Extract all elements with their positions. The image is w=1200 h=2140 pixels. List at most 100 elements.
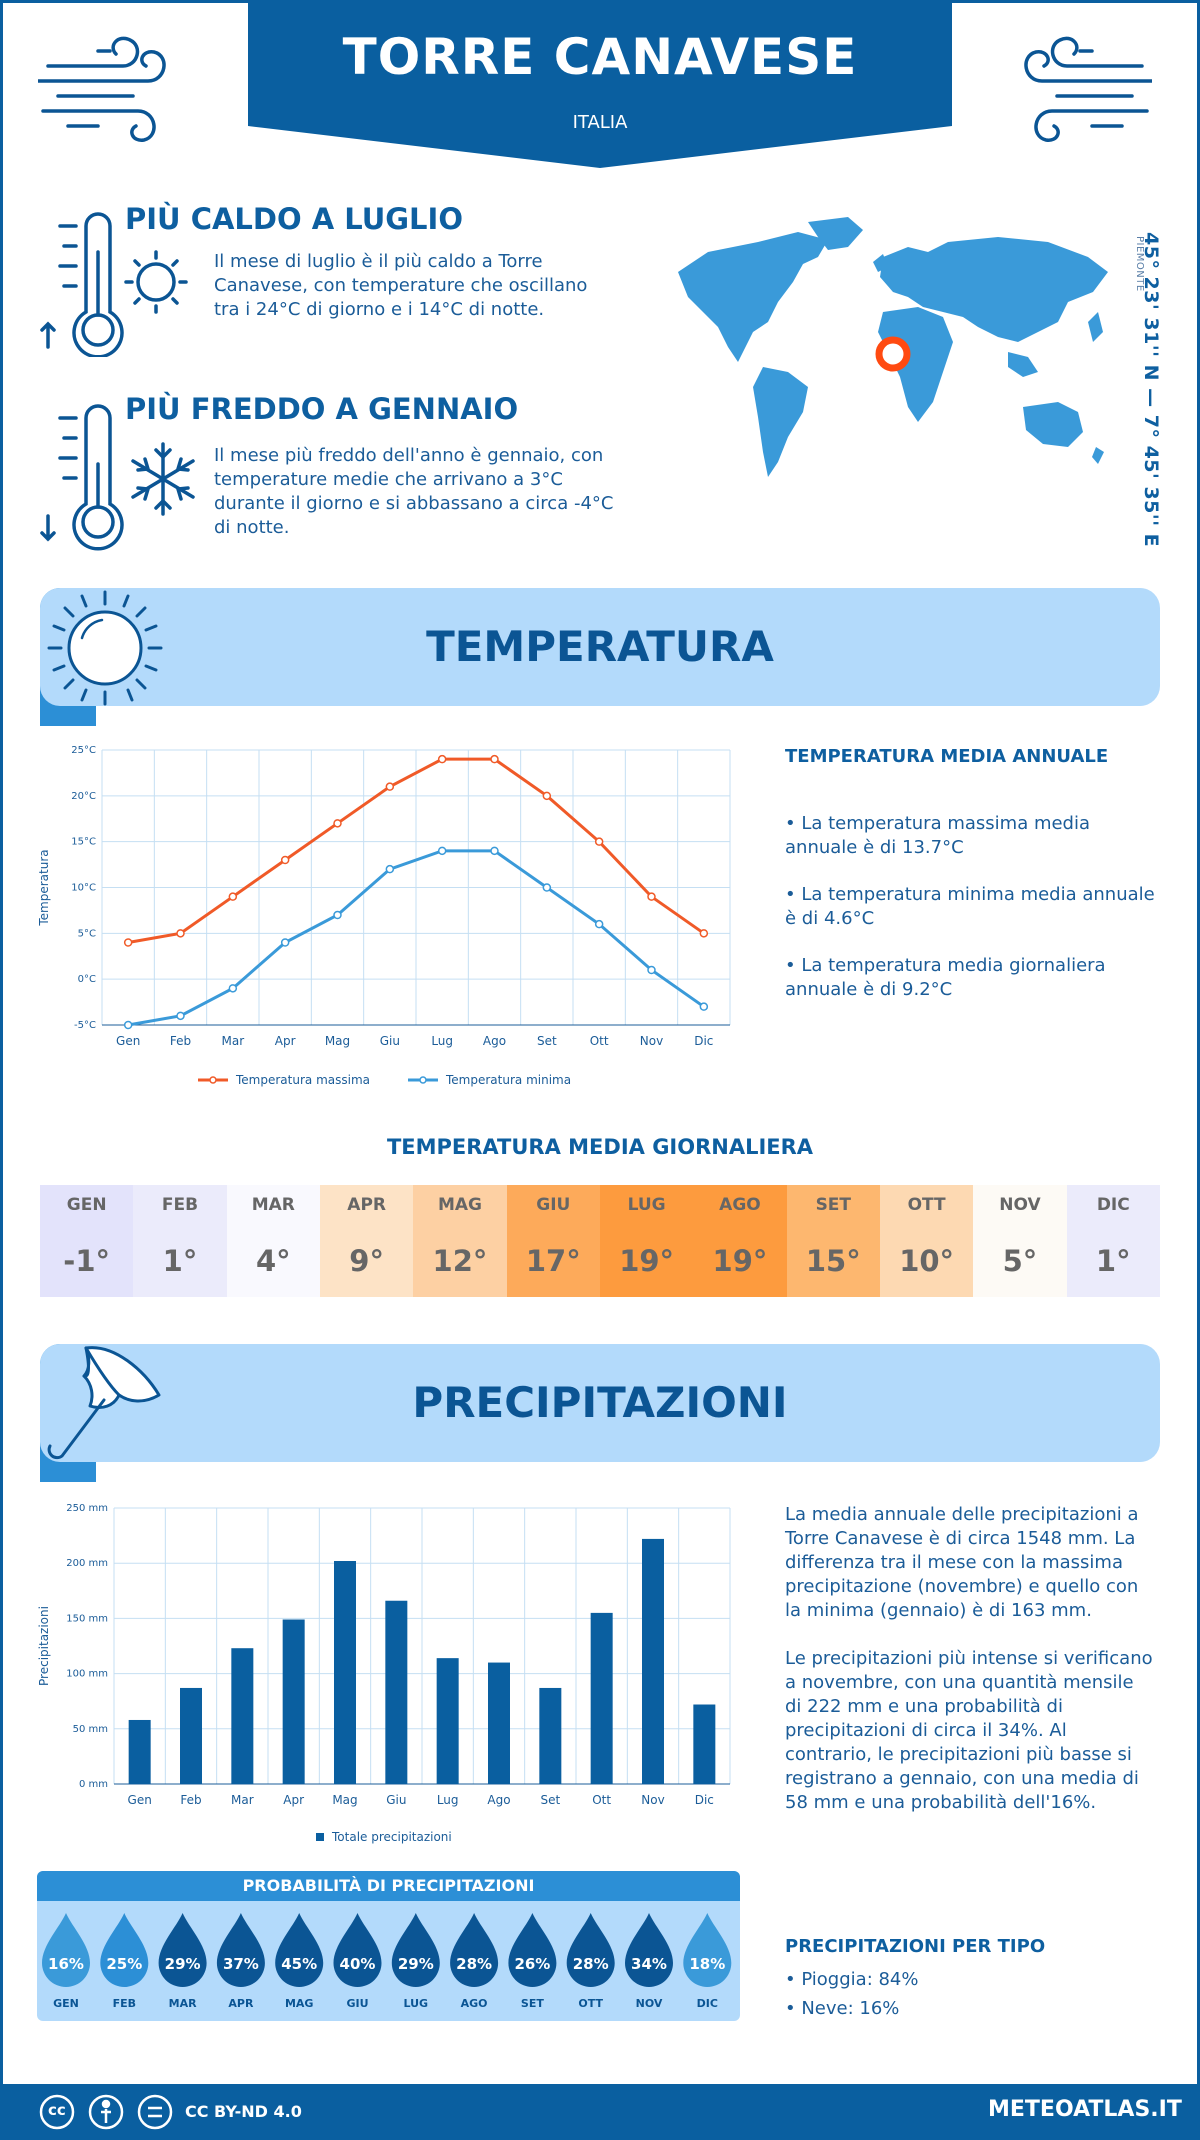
daily-temp-cell: GIU 17° xyxy=(506,1185,600,1297)
x-tick-label: Set xyxy=(537,1034,557,1048)
daily-temp-cell: MAR 4° xyxy=(226,1185,320,1297)
data-point xyxy=(699,1002,709,1011)
legend-label: Totale precipitazioni xyxy=(331,1830,452,1844)
data-point xyxy=(542,791,552,801)
data-point xyxy=(228,892,238,901)
data-point xyxy=(333,819,342,828)
x-tick-label: Lug xyxy=(437,1793,459,1807)
x-tick-label: Mag xyxy=(332,1793,357,1807)
data-point xyxy=(437,754,447,764)
rain-drop-icon xyxy=(42,1913,90,1987)
probability-month: MAR xyxy=(169,1997,197,2010)
rain-drop-icon xyxy=(158,1913,207,1987)
daily-temp-month: DIC xyxy=(1096,1195,1130,1215)
legend-marker xyxy=(209,1076,217,1084)
thermometer-hot-icon xyxy=(40,212,188,357)
data-point xyxy=(699,929,709,938)
y-tick-label: 0°C xyxy=(78,974,96,985)
temp-grid xyxy=(101,749,731,1026)
daily-temp-value: 9° xyxy=(349,1244,384,1278)
daily-temp-value: -1° xyxy=(63,1244,111,1278)
y-tick-label: 50 mm xyxy=(73,1724,108,1735)
data-point xyxy=(385,782,395,791)
brand-link[interactable]: METEOATLAS.IT xyxy=(988,2097,1182,2122)
daily-temp-month: MAR xyxy=(251,1195,295,1215)
x-tick-label: Nov xyxy=(641,1793,664,1807)
daily-temp-cell: OTT 10° xyxy=(879,1185,974,1297)
x-tick-label: Nov xyxy=(640,1034,663,1048)
y-tick-label: 20°C xyxy=(71,791,96,802)
thermometer-cold-icon xyxy=(40,404,195,551)
data-point xyxy=(542,883,552,892)
daily-temp-value: 4° xyxy=(255,1244,291,1278)
y-tick-label: -5°C xyxy=(74,1020,96,1031)
umbrella-icon xyxy=(47,1346,161,1460)
x-tick-label: Mar xyxy=(222,1034,245,1048)
probability-month: MAG xyxy=(285,1997,314,2010)
y-tick-label: 150 mm xyxy=(66,1613,108,1624)
rain-drop-icon xyxy=(566,1913,615,1987)
legend-label: Temperatura minima xyxy=(445,1073,571,1087)
rain-drop-icon xyxy=(391,1913,440,1987)
x-tick-label: Giu xyxy=(386,1793,406,1807)
probability-month: DIC xyxy=(697,1997,718,2010)
daily-temp-cell: LUG 19° xyxy=(599,1185,694,1297)
probability-month: GEN xyxy=(53,1997,79,2010)
daily-temp-value: 19° xyxy=(619,1244,675,1278)
series-line xyxy=(127,849,705,1027)
precipitation-title: PRECIPITAZIONI xyxy=(412,1378,788,1427)
y-tick-label: 25°C xyxy=(71,745,96,756)
probability-month: LUG xyxy=(404,1997,429,2010)
probability-value: 28% xyxy=(573,1955,609,1973)
y-axis-label: Precipitazioni xyxy=(37,1606,51,1686)
world-map xyxy=(678,217,1108,477)
annual-temp-title: TEMPERATURA MEDIA ANNUALE xyxy=(785,746,1109,767)
data-point xyxy=(123,1020,133,1030)
rain-drop-icon xyxy=(216,1913,265,1987)
daily-temp-value: 12° xyxy=(432,1244,488,1278)
header-banner xyxy=(248,0,952,168)
daily-temp-month: OTT xyxy=(907,1195,946,1215)
precipitation-banner xyxy=(40,1344,1160,1462)
data-point xyxy=(647,892,656,901)
daily-temp-month: NOV xyxy=(999,1195,1041,1215)
temperature-banner xyxy=(40,588,1160,706)
legend-label: Temperatura massima xyxy=(235,1073,370,1087)
probability-value: 34% xyxy=(631,1955,667,1973)
x-tick-label: Giu xyxy=(380,1034,400,1048)
precip-bar xyxy=(334,1560,356,1784)
x-tick-label: Mag xyxy=(325,1034,350,1048)
series-line xyxy=(127,757,705,944)
daily-temp-value: 1° xyxy=(1095,1244,1131,1278)
hottest-title: PIÙ CALDO A LUGLIO xyxy=(125,202,463,236)
probability-value: 29% xyxy=(398,1955,434,1973)
country-name: ITALIA xyxy=(572,112,628,133)
daily-temp-table: GEN -1° FEB 1° MAR 4° APR 9° MAG 12° GIU 17° LUG 19° A… xyxy=(40,1185,1160,1297)
rain-drop-icon xyxy=(683,1913,732,1987)
precip-probability-drops: 16% GEN 25% FEB 29% MAR 37% APR 45% MAG 40% GIU 29% L… xyxy=(42,1913,732,2010)
x-tick-label: Ott xyxy=(592,1793,611,1807)
precip-probability-title: PROBABILITÀ DI PRECIPITAZIONI xyxy=(37,1871,740,1901)
y-tick-label: 15°C xyxy=(71,837,96,848)
x-tick-label: Gen xyxy=(116,1034,140,1048)
x-tick-label: Gen xyxy=(128,1793,152,1807)
rain-drop-icon xyxy=(508,1913,557,1987)
daily-temp-value: 1° xyxy=(162,1244,198,1278)
data-point xyxy=(176,1011,185,1021)
precip-type-item: • Pioggia: 84% xyxy=(785,1969,919,1990)
coldest-text: Il mese più freddo dell'anno è gennaio, … xyxy=(214,445,614,538)
precip-bar xyxy=(693,1704,716,1784)
x-tick-label: Feb xyxy=(170,1034,191,1048)
daily-temp-month: LUG xyxy=(627,1195,666,1215)
daily-temp-month: APR xyxy=(347,1195,386,1215)
probability-value: 26% xyxy=(514,1955,550,1973)
license-text[interactable]: CC BY-ND 4.0 xyxy=(185,2102,302,2121)
y-axis-label: Temperatura xyxy=(37,849,51,926)
x-tick-label: Dic xyxy=(695,1793,714,1807)
daily-temp-cell: NOV 5° xyxy=(973,1185,1067,1297)
x-tick-label: Set xyxy=(540,1793,560,1807)
data-point xyxy=(176,929,185,938)
precip-bar xyxy=(282,1619,305,1784)
y-tick-label: 5°C xyxy=(78,928,96,939)
probability-value: 28% xyxy=(456,1955,492,1973)
